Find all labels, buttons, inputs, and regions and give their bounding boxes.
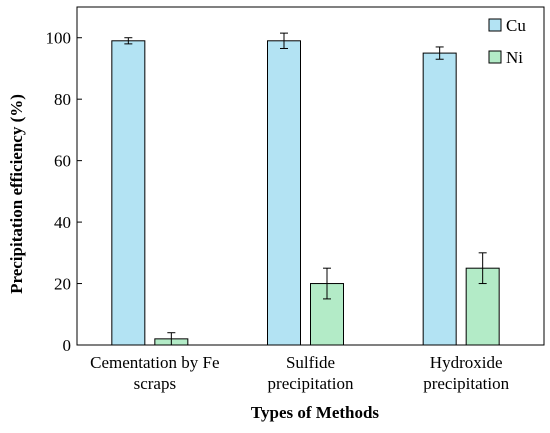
x-tick-label: Sulfide precipitation [268, 353, 354, 393]
x-tick-label: Hydroxide precipitation [423, 353, 509, 393]
bar-cu-2 [267, 40, 301, 346]
x-axis-label: Types of Methods [251, 403, 380, 422]
bar-cu-3 [422, 52, 457, 346]
y-tick-label: 0 [63, 336, 72, 355]
y-tick-label: 100 [46, 29, 72, 48]
legend-label-cu: Cu [506, 16, 526, 35]
y-tick-label: 80 [54, 90, 71, 109]
x-tick-label: Cementation by Fe scraps [90, 353, 219, 393]
legend-label-ni: Ni [506, 48, 523, 67]
legend-swatch-ni [488, 50, 502, 64]
y-tick-label: 40 [54, 213, 71, 232]
y-tick-label: 20 [54, 275, 71, 294]
bar-cu-1 [111, 40, 146, 346]
y-tick-label: 60 [54, 152, 71, 171]
legend-swatch-cu [488, 18, 502, 32]
y-axis-label: Precipitation efficiency (%) [7, 94, 26, 294]
